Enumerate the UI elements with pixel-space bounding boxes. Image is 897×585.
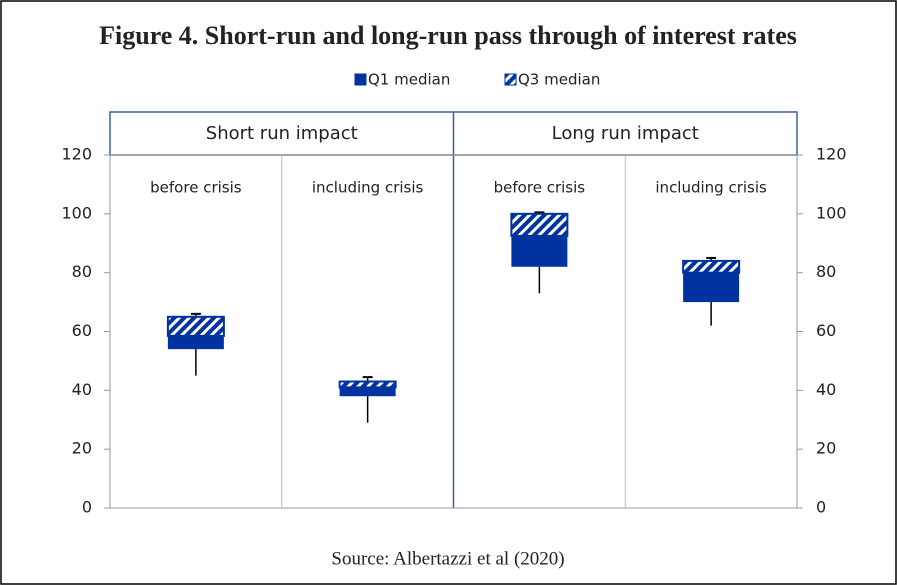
legend-swatch [354, 73, 367, 86]
category-label: including crisis [655, 179, 767, 197]
legend-label: Q1 median [368, 71, 450, 89]
y2-tick-label: 20 [816, 439, 836, 458]
y2-tick-label: 40 [816, 380, 836, 399]
y2-tick-label: 80 [816, 262, 836, 281]
box-upper [166, 315, 225, 337]
box-upper [338, 380, 397, 389]
y-tick-label: 60 [72, 321, 92, 340]
chart-title: Figure 4. Short-run and long-run pass th… [99, 21, 797, 50]
source: Source: Albertazzi et al (2020) [331, 548, 564, 569]
group-label: Long run impact [552, 123, 699, 144]
y2-tick-label: 100 [816, 203, 847, 222]
y-tick-label: 100 [61, 203, 92, 222]
y-tick-label: 40 [72, 380, 92, 399]
box-lower [339, 387, 396, 397]
y-tick-label: 80 [72, 262, 92, 281]
y2-tick-label: 60 [816, 321, 836, 340]
y-tick-label: 0 [82, 498, 92, 517]
y-tick-label: 20 [72, 439, 92, 458]
category-label: before crisis [494, 179, 586, 197]
group-label: Short run impact [206, 123, 358, 144]
box-lower [511, 235, 568, 267]
box-upper [510, 212, 569, 237]
category-label: including crisis [312, 179, 424, 197]
y2-tick-label: 0 [816, 498, 826, 517]
legend-label: Q3 median [518, 71, 600, 89]
box-upper [682, 259, 741, 274]
category-label: before crisis [150, 179, 242, 197]
y-tick-label: 120 [61, 145, 92, 164]
legend-swatch [504, 73, 517, 86]
box-lower [683, 272, 740, 303]
box-lower [167, 335, 224, 350]
y2-tick-label: 120 [816, 145, 847, 164]
